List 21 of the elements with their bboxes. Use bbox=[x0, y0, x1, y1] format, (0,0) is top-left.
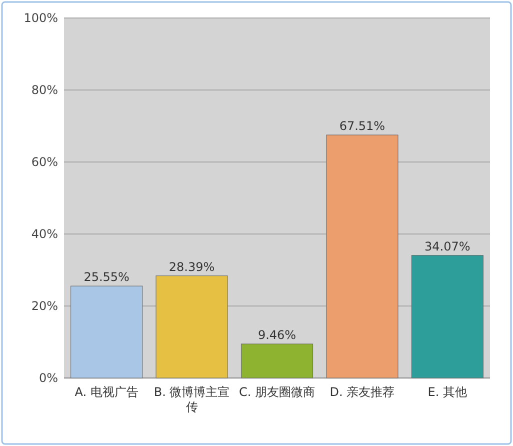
y-tick-label: 20% bbox=[31, 299, 58, 313]
x-tick-label: C. 朋友圈微商 bbox=[238, 385, 316, 399]
bar bbox=[411, 255, 484, 378]
x-tick-label: B. 微博博主宣传 bbox=[154, 385, 230, 414]
bar bbox=[70, 286, 143, 378]
data-label: 9.46% bbox=[258, 328, 296, 342]
data-label: 34.07% bbox=[424, 239, 470, 254]
y-tick-label: 60% bbox=[31, 155, 58, 169]
bar bbox=[240, 344, 314, 378]
y-tick-label: 100% bbox=[24, 11, 58, 25]
x-tick-label: D. 亲友推荐 bbox=[330, 385, 395, 399]
x-tick-label: A. 电视广告 bbox=[74, 385, 138, 399]
x-tick-label: E. 其他 bbox=[428, 385, 468, 399]
data-label: 28.39% bbox=[168, 260, 215, 274]
bar bbox=[326, 134, 398, 378]
y-tick-label: 0% bbox=[38, 371, 58, 385]
data-label: 67.51% bbox=[339, 118, 386, 133]
y-tick-label: 40% bbox=[31, 227, 58, 241]
bar bbox=[156, 276, 228, 378]
data-label: 25.55% bbox=[84, 270, 130, 284]
y-tick-label: 80% bbox=[31, 83, 58, 97]
